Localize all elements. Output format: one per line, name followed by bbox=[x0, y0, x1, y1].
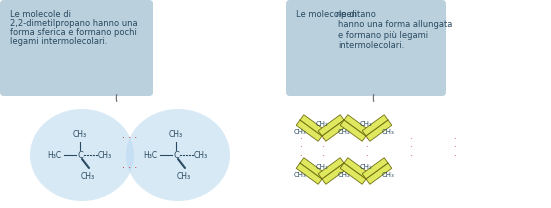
Polygon shape bbox=[362, 158, 392, 184]
Ellipse shape bbox=[126, 109, 230, 201]
Polygon shape bbox=[340, 158, 370, 184]
Text: CH₃: CH₃ bbox=[294, 129, 306, 135]
Text: CH₂: CH₂ bbox=[316, 164, 328, 170]
Text: -pentano
hanno una forma allungata
e formano più legami
intermolecolari.: -pentano hanno una forma allungata e for… bbox=[338, 10, 452, 50]
Text: · · ·: · · · bbox=[122, 133, 138, 143]
FancyBboxPatch shape bbox=[0, 0, 153, 96]
Ellipse shape bbox=[30, 109, 134, 201]
Polygon shape bbox=[340, 115, 370, 141]
FancyBboxPatch shape bbox=[286, 0, 446, 96]
Text: CH₂: CH₂ bbox=[338, 172, 350, 178]
Text: legami intermolecolari.: legami intermolecolari. bbox=[10, 37, 107, 46]
Text: H₃C: H₃C bbox=[47, 151, 61, 160]
Text: CH₃: CH₃ bbox=[98, 151, 112, 160]
Text: ·
·
·: · · · bbox=[409, 135, 411, 161]
Text: CH₃: CH₃ bbox=[294, 172, 306, 178]
Polygon shape bbox=[362, 115, 392, 141]
Text: ·
·
·: · · · bbox=[299, 135, 301, 161]
Text: CH₃: CH₃ bbox=[177, 172, 191, 181]
Text: CH₃: CH₃ bbox=[81, 172, 95, 181]
Text: Le molecole di: Le molecole di bbox=[10, 10, 71, 19]
Text: CH₂: CH₂ bbox=[316, 121, 328, 127]
Text: H₃C: H₃C bbox=[143, 151, 157, 160]
Text: n: n bbox=[336, 10, 341, 19]
Text: C: C bbox=[173, 151, 179, 160]
Text: CH₂: CH₂ bbox=[360, 121, 372, 127]
Text: CH₂: CH₂ bbox=[360, 164, 372, 170]
Polygon shape bbox=[296, 158, 326, 184]
Polygon shape bbox=[296, 115, 326, 141]
Text: CH₃: CH₃ bbox=[169, 130, 183, 139]
Text: CH₃: CH₃ bbox=[382, 129, 395, 135]
Text: ·
·
·: · · · bbox=[365, 135, 368, 161]
Text: ·
·
·: · · · bbox=[321, 135, 323, 161]
Text: CH₃: CH₃ bbox=[73, 130, 87, 139]
Polygon shape bbox=[318, 158, 348, 184]
Text: C: C bbox=[77, 151, 83, 160]
Text: ·
·
·: · · · bbox=[453, 135, 455, 161]
Text: CH₂: CH₂ bbox=[338, 129, 350, 135]
Text: CH₃: CH₃ bbox=[382, 172, 395, 178]
Text: forma sferica e formano pochi: forma sferica e formano pochi bbox=[10, 28, 137, 37]
Text: Le molecole di: Le molecole di bbox=[296, 10, 360, 19]
Polygon shape bbox=[318, 115, 348, 141]
Text: 2,2-dimetilpropano hanno una: 2,2-dimetilpropano hanno una bbox=[10, 19, 138, 28]
Text: CH₃: CH₃ bbox=[194, 151, 208, 160]
Text: · · ·: · · · bbox=[122, 163, 138, 173]
